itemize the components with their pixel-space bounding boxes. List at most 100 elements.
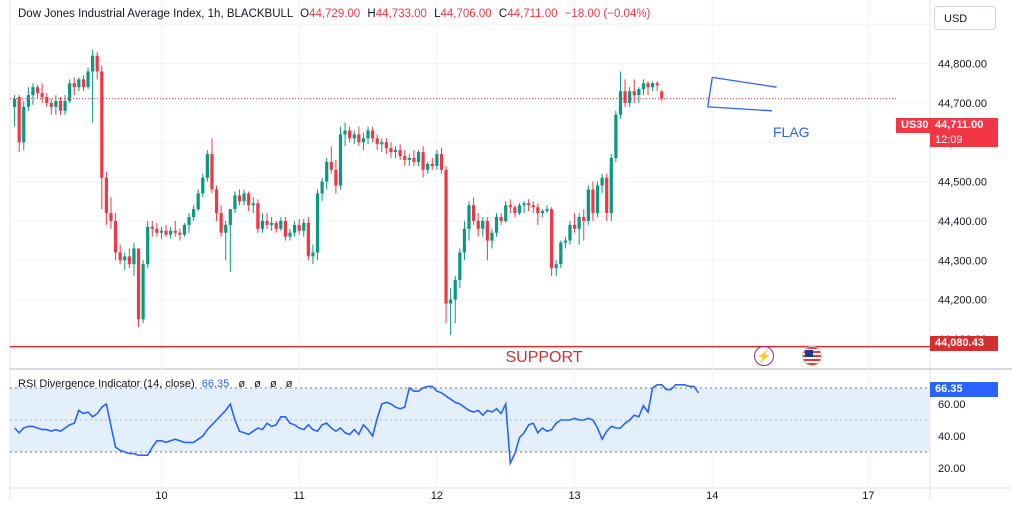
candle-body — [407, 158, 411, 160]
candle-body — [458, 252, 462, 280]
candle-body — [260, 220, 265, 229]
rsi-header: RSI Divergence Indicator (14, close) 66.… — [18, 378, 292, 390]
candle-body — [173, 230, 177, 233]
candle-body — [375, 138, 379, 145]
candle-body — [371, 130, 375, 139]
candle-body — [49, 102, 53, 107]
candle-body — [361, 138, 366, 143]
support-label: SUPPORT — [505, 349, 582, 366]
flag-lower-line — [707, 106, 772, 112]
rsi-tick-label: 20.00 — [938, 463, 966, 475]
candle-body — [366, 130, 370, 139]
candle-body — [412, 158, 416, 162]
candle-body — [251, 203, 255, 206]
candle-body — [329, 161, 333, 170]
candle-body — [109, 213, 113, 221]
candle-body — [68, 83, 72, 101]
candle-body — [31, 87, 35, 96]
candle-body — [334, 169, 338, 186]
candle-body — [315, 193, 320, 253]
candle-body — [77, 79, 81, 88]
candle-body — [270, 222, 274, 225]
candle-body — [306, 222, 310, 257]
candle-body — [233, 195, 237, 210]
rsi-title: RSI Divergence Indicator (14, close) — [18, 378, 195, 390]
candle-body — [118, 252, 122, 261]
candle-body — [485, 220, 489, 241]
candle-body — [536, 207, 540, 214]
candle-body — [545, 209, 549, 212]
candle-body — [628, 91, 632, 103]
candle-body — [641, 83, 646, 90]
candle-body — [435, 154, 439, 166]
symbol-header: Dow Jones Industrial Average Index, 1h, … — [18, 8, 650, 20]
time-tick-label: 10 — [155, 490, 167, 502]
candle-body — [568, 224, 572, 241]
high-value: 44,733.00 — [375, 8, 427, 20]
candle-body — [522, 203, 526, 206]
candle-body — [164, 230, 168, 235]
high-label: H — [367, 8, 376, 20]
candle-body — [600, 177, 604, 186]
rsi-tick-label: 40.00 — [938, 431, 966, 443]
last-price-tag: 44,711.00 — [930, 118, 998, 133]
close-label: C — [498, 8, 508, 20]
candle-body — [196, 193, 200, 210]
rsi-value-tag: 66.35 — [930, 382, 998, 397]
candle-body — [449, 299, 453, 304]
candle-body — [508, 205, 512, 208]
candle-body — [517, 205, 522, 214]
time-tick-label: 12 — [431, 490, 443, 502]
candle-body — [618, 91, 623, 115]
candle-body — [58, 100, 63, 111]
candle-body — [265, 220, 269, 225]
candle-body — [205, 154, 209, 178]
candle-body — [63, 100, 67, 111]
candle-body — [416, 152, 421, 162]
candle-body — [389, 148, 393, 153]
support-price-tag: 44,080.43 — [930, 336, 998, 351]
candle-body — [595, 185, 600, 214]
candle-body — [283, 220, 288, 237]
candle-body — [104, 177, 108, 214]
candle-body — [403, 156, 407, 160]
candle-body — [40, 93, 44, 98]
candle-body — [95, 55, 99, 72]
rsi-line — [14, 383, 700, 467]
candle-body — [357, 134, 361, 143]
candle-body — [320, 181, 324, 194]
candle-body — [127, 256, 131, 265]
candle-body — [17, 97, 21, 143]
low-value: 44,706.00 — [440, 8, 492, 20]
candle-body — [572, 224, 577, 229]
symbol-price-tag: US30 — [896, 118, 930, 133]
candle-body — [256, 203, 260, 229]
candle-body — [499, 217, 503, 221]
candle-body — [646, 83, 650, 88]
candle-body — [169, 230, 173, 235]
candle-body — [444, 169, 448, 304]
candle-body — [439, 154, 444, 170]
price-tick-label: 44,200.00 — [938, 295, 987, 307]
flag-left-edge — [707, 77, 713, 107]
candle-body — [623, 91, 627, 103]
candle-body — [86, 71, 90, 88]
candle-body — [540, 211, 545, 214]
candle-body — [178, 232, 182, 235]
candle-body — [191, 209, 196, 217]
lightning-icon[interactable]: ⚡ — [754, 346, 774, 366]
candle-body — [325, 161, 329, 182]
price-tick-label: 44,700.00 — [938, 98, 987, 110]
candle-body — [614, 114, 618, 158]
currency-button[interactable]: USD — [934, 6, 996, 30]
us-flag-icon[interactable] — [802, 346, 822, 366]
candle-body — [224, 224, 228, 233]
candle-body — [123, 256, 127, 261]
candle-body — [384, 142, 388, 149]
candle-body — [279, 220, 283, 229]
candle-body — [352, 134, 356, 139]
candle-body — [380, 142, 384, 145]
candle-body — [247, 193, 251, 206]
